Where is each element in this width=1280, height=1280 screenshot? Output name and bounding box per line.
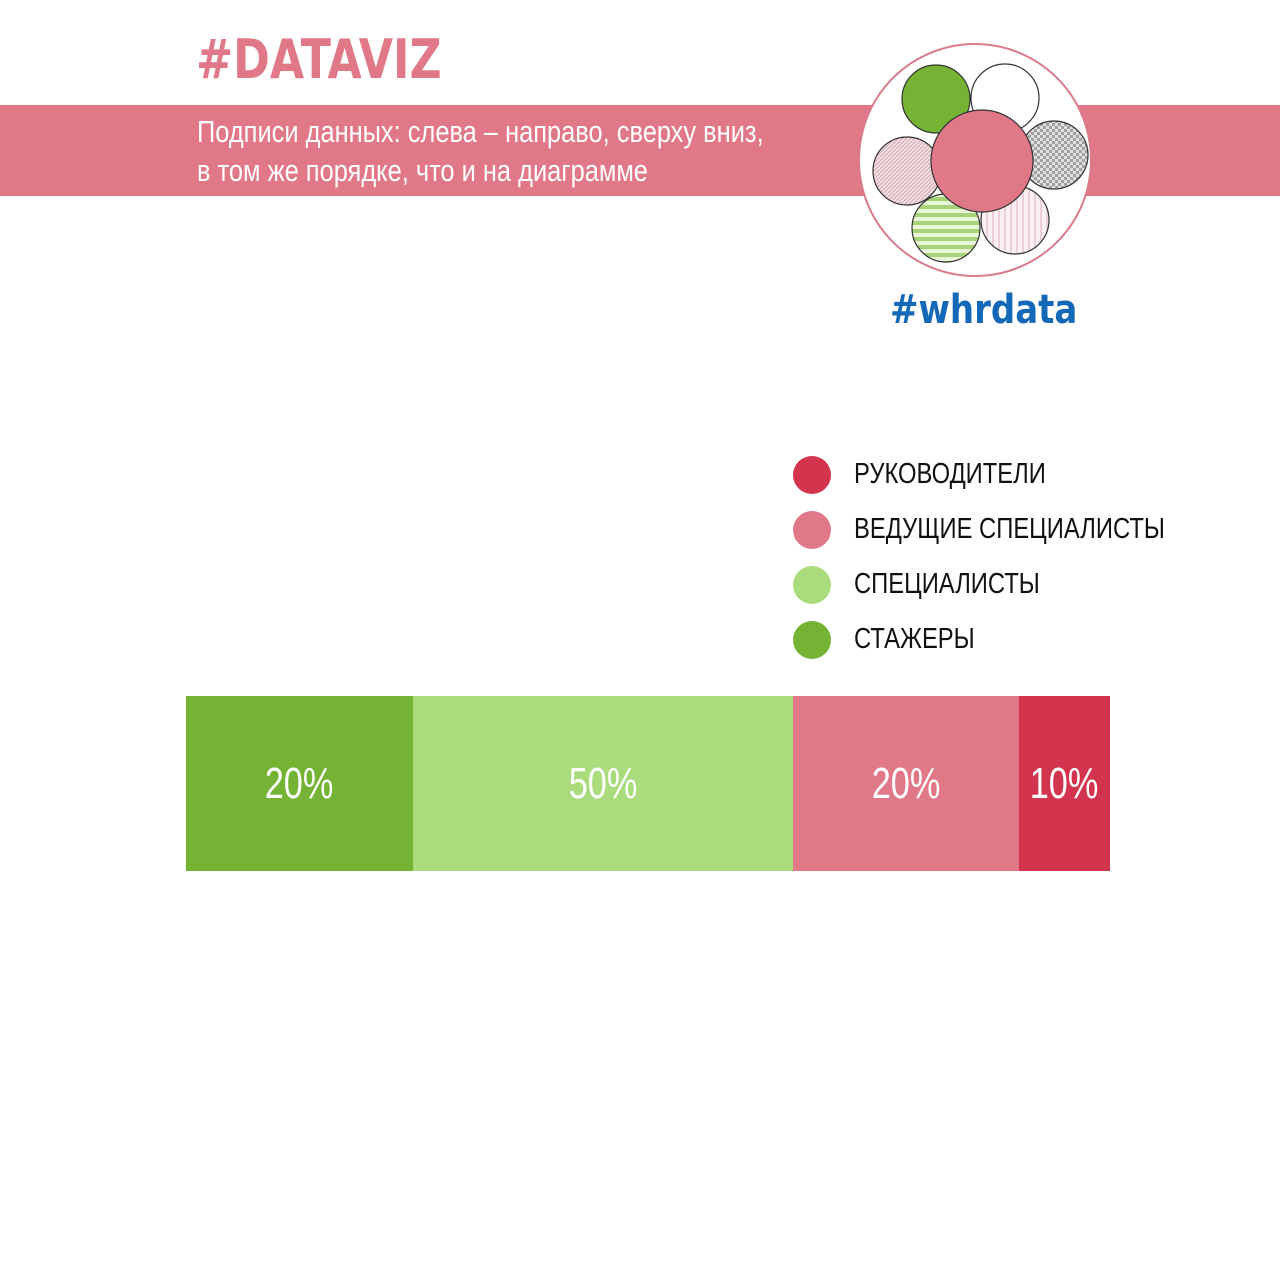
legend-label: РУКОВОДИТЕЛИ <box>854 458 1046 490</box>
chart-legend: РУКОВОДИТЕЛИ ВЕДУЩИЕ СПЕЦИАЛИСТЫ СПЕЦИАЛ… <box>793 447 1233 667</box>
stacked-bar: 20% 50% 20% 10% <box>186 696 1110 871</box>
legend-dot-icon <box>793 620 831 659</box>
segment-label: 20% <box>265 758 334 808</box>
flower-logo <box>858 43 1092 277</box>
segment-label: 50% <box>568 758 638 808</box>
page-title: #DATAVIZ <box>196 28 442 91</box>
legend-dot-icon <box>793 455 831 494</box>
segment-label: 20% <box>871 758 941 808</box>
legend-item-specialists: СПЕЦИАЛИСТЫ <box>793 557 1233 612</box>
legend-item-lead-specialists: ВЕДУЩИЕ СПЕЦИАЛИСТЫ <box>793 502 1233 557</box>
flower-icon <box>872 63 1089 263</box>
legend-label: СТАЖЕРЫ <box>854 623 975 655</box>
bar-segment-interns: 20% <box>186 696 413 871</box>
bar-segment-specialists: 50% <box>413 696 793 871</box>
brand-hashtag: #whrdata <box>890 287 1078 333</box>
legend-label: СПЕЦИАЛИСТЫ <box>854 568 1040 600</box>
legend-label: ВЕДУЩИЕ СПЕЦИАЛИСТЫ <box>854 513 1165 545</box>
legend-item-managers: РУКОВОДИТЕЛИ <box>793 447 1233 502</box>
bar-segment-managers: 10% <box>1019 696 1110 871</box>
bar-segment-lead-specialists: 20% <box>793 696 1019 871</box>
legend-dot-icon <box>793 510 831 549</box>
legend-dot-icon <box>793 565 831 604</box>
legend-item-interns: СТАЖЕРЫ <box>793 612 1233 667</box>
segment-label: 10% <box>1030 758 1099 808</box>
subtitle: Подписи данных: слева – направо, сверху … <box>197 114 764 188</box>
